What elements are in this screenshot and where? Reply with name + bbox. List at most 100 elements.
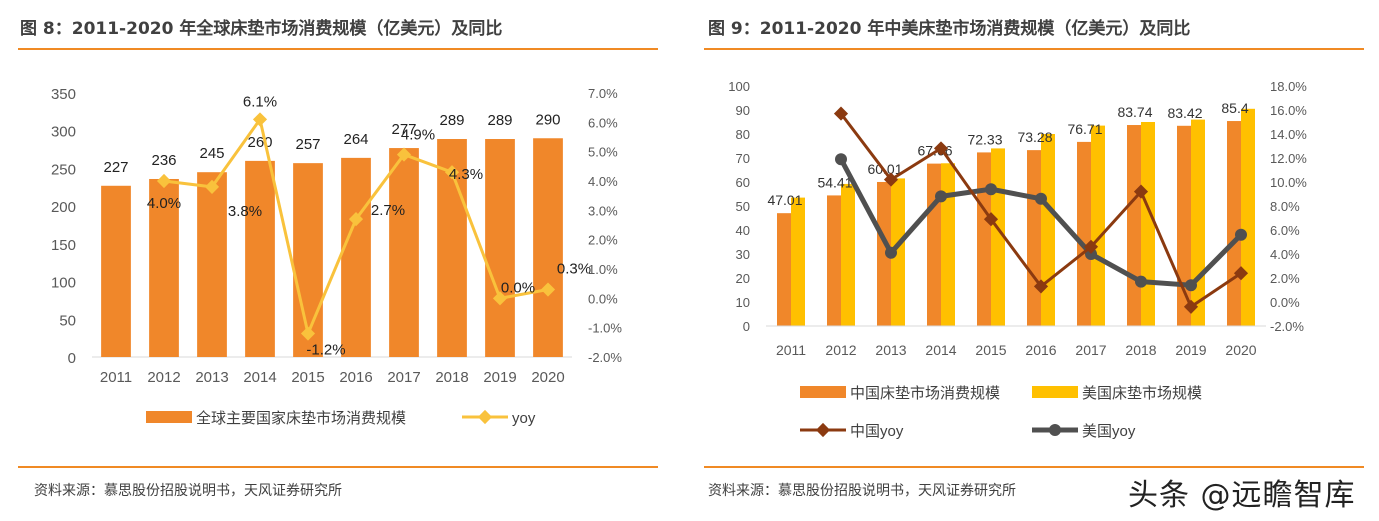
x-tick-label: 2016 — [1025, 342, 1056, 358]
y2-tick-label: 6.0% — [1270, 223, 1300, 238]
y-tick-label: 50 — [736, 199, 750, 214]
x-tick-label: 2013 — [875, 342, 906, 358]
bar-china-2012 — [827, 195, 841, 326]
y2-tick-label: 1.0% — [588, 262, 618, 277]
y-tick-label: 150 — [51, 237, 76, 254]
legend-swatch-china-bar — [800, 386, 846, 398]
x-tick-label: 2011 — [776, 342, 806, 358]
x-tick-label: 2017 — [1075, 342, 1106, 358]
usa-yoy-point-2020 — [1235, 228, 1247, 241]
y2-tick-label: 3.0% — [588, 203, 618, 218]
y2-tick-label: -2.0% — [588, 350, 622, 365]
bar-global-2019 — [485, 139, 515, 357]
y-tick-label: 0 — [743, 319, 750, 334]
bar-usa-2020 — [1241, 108, 1255, 326]
legend-marker-usa — [1049, 424, 1061, 436]
bar-global-2012 — [149, 178, 179, 357]
china-yoy-point-2016 — [1033, 279, 1049, 294]
x-tick-label: 2015 — [975, 342, 1006, 358]
bar-value-label: 260 — [247, 134, 272, 151]
x-tick-label: 2011 — [100, 369, 132, 386]
y2-tick-label: 12.0% — [1270, 151, 1307, 166]
bar-value-label: 76.71 — [1067, 121, 1102, 137]
y-tick-label: 20 — [736, 271, 750, 286]
x-tick-label: 2012 — [147, 369, 180, 386]
y2-tick-label: -2.0% — [1270, 319, 1304, 334]
y2-tick-label: 2.0% — [1270, 271, 1300, 286]
yoy-data-label: 6.1% — [243, 93, 277, 110]
legend-marker — [477, 409, 493, 425]
chart-panel-global: 图 8：2011-2020 年全球床垫市场消费规模（亿美元）及同比 0 50 100… — [0, 0, 680, 521]
x-tick-label: 2014 — [243, 369, 276, 386]
legend-label: 中国床垫市场消费规模 — [850, 385, 1000, 402]
legend-label: 美国yoy — [1082, 423, 1136, 440]
chart-title-global: 图 8：2011-2020 年全球床垫市场消费规模（亿美元）及同比 — [20, 19, 503, 39]
bar-global-2017 — [389, 148, 419, 357]
bar-global-2015 — [293, 163, 323, 357]
chart-panel-china-us: 图 9：2011-2020 年中美床垫市场消费规模（亿美元）及同比 0 10 20 3… — [690, 0, 1379, 521]
bar-value-label: 54.41 — [817, 174, 852, 190]
bar-value-label: 264 — [343, 131, 368, 148]
y2-tick-label: 4.0% — [588, 174, 618, 189]
bar-china-2016 — [1027, 150, 1041, 326]
y2-tick-label: 5.0% — [588, 145, 618, 160]
china-yoy-point-2014 — [933, 141, 949, 156]
bar-value-label: 85.4 — [1221, 100, 1248, 116]
yoy-point-2020 — [540, 282, 556, 297]
china-us-mattress-chart: 0 10 20 30 40 50 60 70 80 90 100 -2.0% 0.0% 2.0% 4.0% 6… — [728, 79, 1307, 440]
bar-china-2011 — [777, 213, 791, 326]
bar-value-label: 289 — [487, 112, 512, 129]
y-tick-label: 10 — [736, 295, 750, 310]
bar-value-label: 83.74 — [1117, 104, 1152, 120]
yoy-data-label: 3.8% — [228, 203, 262, 220]
china-yoy-point-2019 — [1183, 299, 1199, 314]
yoy-point-2018 — [444, 165, 460, 180]
legend-label: 美国床垫市场规模 — [1082, 385, 1202, 402]
legend-label: 中国yoy — [850, 423, 904, 440]
yoy-data-label: 0.0% — [501, 279, 535, 296]
bar-china-2020 — [1227, 121, 1241, 326]
china-yoy-point-2013 — [883, 172, 899, 187]
usa-yoy-point-2012 — [835, 153, 847, 166]
y2-tick-label: 6.0% — [588, 115, 618, 130]
usa-yoy-point-2014 — [935, 190, 947, 203]
y2-tick-label: 0.0% — [588, 291, 618, 306]
bar-value-label: 72.33 — [967, 131, 1002, 147]
bar-usa-2012 — [841, 183, 855, 326]
bar-value-label: 290 — [535, 111, 560, 128]
usa-yoy-point-2016 — [1035, 192, 1047, 205]
usa-yoy-point-2015 — [985, 183, 997, 196]
yoy-data-label: 2.7% — [371, 202, 405, 219]
y-tick-label: 200 — [51, 199, 76, 216]
y-tick-label: 60 — [736, 175, 750, 190]
china-yoy-point-2015 — [983, 212, 999, 227]
yoy-point-2016 — [348, 212, 364, 227]
title-rule — [704, 48, 1364, 50]
yoy-point-2017 — [396, 147, 412, 162]
bar-usa-2016 — [1041, 134, 1055, 326]
china-yoy-point-2012 — [833, 106, 849, 121]
bar-global-2020 — [533, 138, 563, 357]
bar-usa-2019 — [1191, 119, 1205, 326]
bar-usa-2018 — [1141, 122, 1155, 326]
x-tick-label: 2018 — [435, 369, 468, 386]
y-tick-label: 50 — [59, 312, 76, 329]
y-tick-label: 250 — [51, 161, 76, 178]
yoy-data-label: 0.3% — [557, 261, 591, 278]
y-tick-label: 70 — [736, 151, 750, 166]
y-tick-label: 100 — [728, 79, 750, 94]
source-note-global: 资料来源：慕思股份招股说明书，天风证券研究所 — [34, 483, 342, 499]
bar-usa-2014 — [941, 163, 955, 326]
y2-tick-label: 0.0% — [1270, 295, 1300, 310]
legend-swatch-bar — [146, 411, 192, 423]
legend-label: 全球主要国家床垫市场消费规模 — [196, 409, 406, 427]
x-tick-label: 2015 — [291, 369, 324, 386]
global-mattress-chart: 0 50 100 150 200 250 300 350 -2.0% -1.0% 0.0% 1.0% 2… — [51, 86, 622, 427]
bar-china-2017 — [1077, 141, 1091, 326]
y-tick-label: 90 — [736, 103, 750, 118]
bar-usa-2011 — [791, 197, 805, 326]
legend-swatch-usa-bar — [1032, 386, 1078, 398]
bar-value-label: 257 — [295, 136, 320, 153]
usa-yoy-point-2013 — [885, 246, 897, 259]
x-tick-label: 2019 — [1175, 342, 1206, 358]
